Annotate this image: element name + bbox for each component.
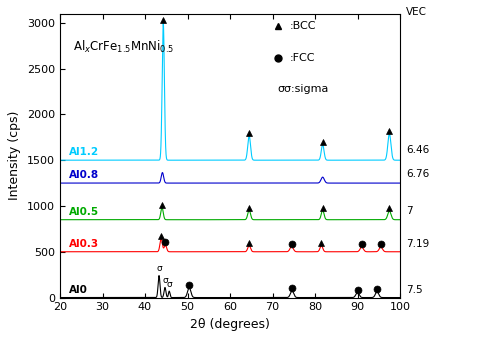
Text: 7: 7: [406, 206, 413, 216]
Text: σ: σ: [166, 279, 172, 289]
Text: 7.19: 7.19: [406, 239, 430, 249]
X-axis label: 2θ (degrees): 2θ (degrees): [190, 318, 270, 331]
Text: 6.76: 6.76: [406, 169, 430, 179]
Text: Al0: Al0: [68, 285, 87, 295]
Text: σσ:sigma: σσ:sigma: [278, 84, 329, 94]
Y-axis label: Intensity (cps): Intensity (cps): [8, 111, 22, 200]
Text: Al0.3: Al0.3: [68, 239, 98, 249]
Text: σ: σ: [156, 264, 162, 273]
Text: Al0.5: Al0.5: [68, 207, 98, 217]
Text: Al1.2: Al1.2: [68, 147, 98, 157]
Text: VEC: VEC: [406, 7, 428, 17]
Text: Al0.8: Al0.8: [68, 170, 98, 180]
Text: σ: σ: [162, 276, 168, 285]
Text: 7.5: 7.5: [406, 285, 423, 295]
Text: Al$_x$CrFe$_{1.5}$MnNi$_{0.5}$: Al$_x$CrFe$_{1.5}$MnNi$_{0.5}$: [73, 39, 174, 55]
Text: 6.46: 6.46: [406, 145, 430, 155]
Text: :FCC: :FCC: [290, 53, 315, 63]
Text: :BCC: :BCC: [290, 22, 316, 31]
